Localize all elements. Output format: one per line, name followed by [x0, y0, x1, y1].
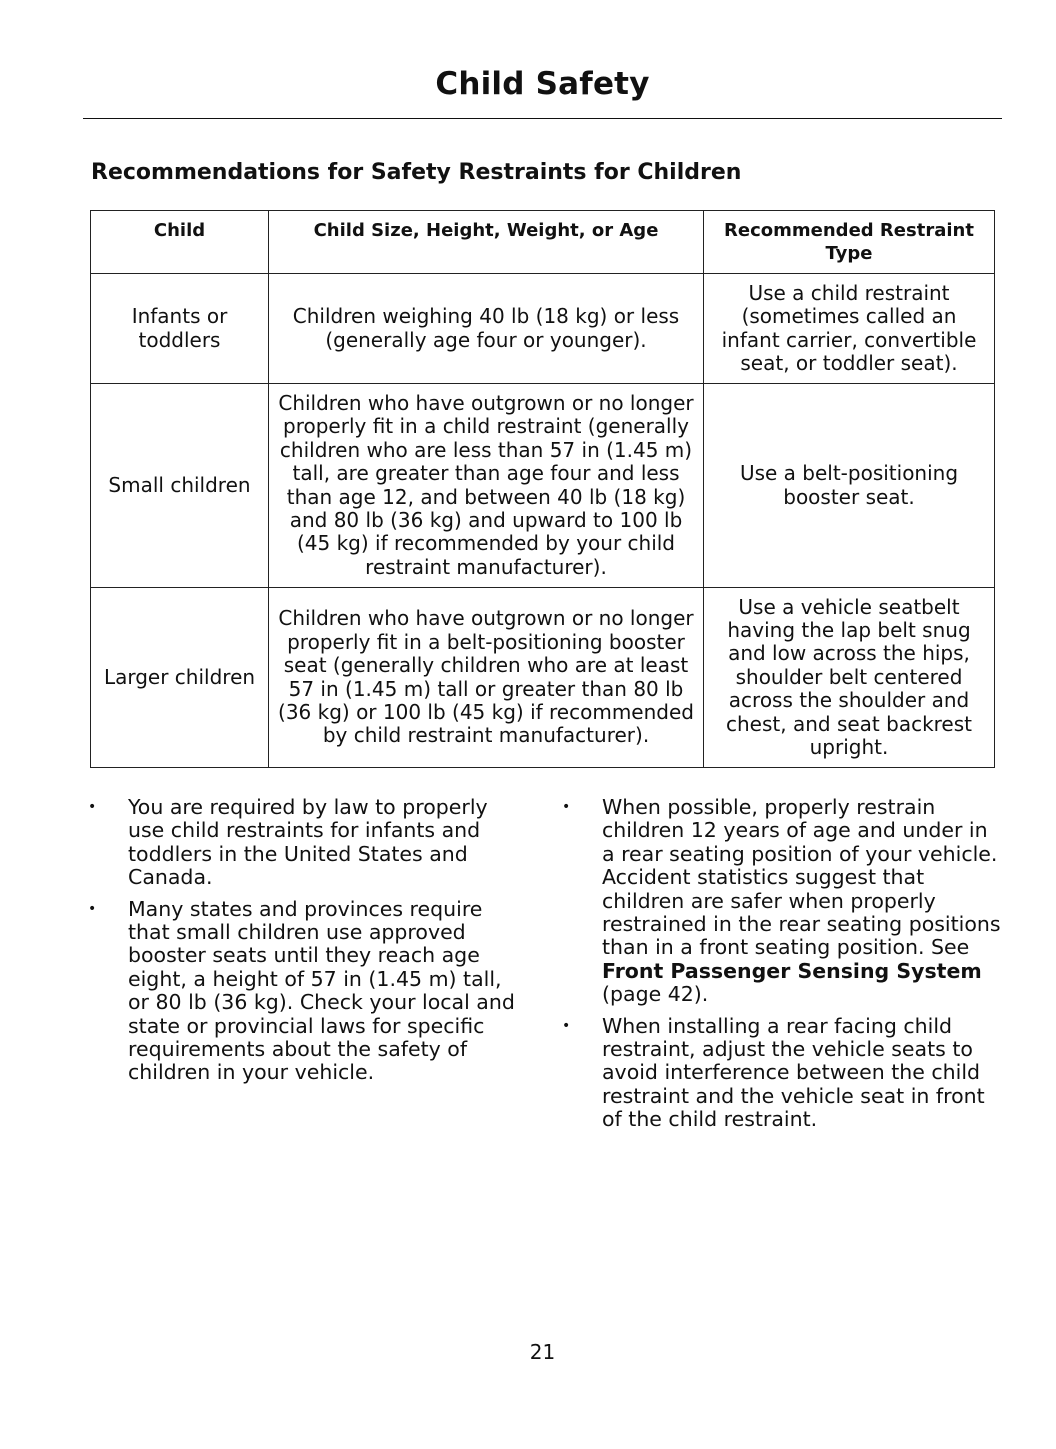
list-item: • When possible, properly restrain child…	[562, 795, 1002, 1007]
bullet-column-left: • You are required by law to properly us…	[88, 795, 528, 1093]
title-divider	[83, 118, 1002, 119]
bullet-icon: •	[562, 1017, 571, 1034]
section-heading: Recommendations for Safety Restraints fo…	[91, 160, 742, 185]
table-cell: Children who have outgrown or no longer …	[268, 383, 704, 588]
column-header: Child Size, Height, Weight, or Age	[268, 210, 704, 274]
bullet-column-right: • When possible, properly restrain child…	[562, 795, 1002, 1140]
list-item: • When installing a rear facing child re…	[562, 1013, 1002, 1132]
table-cell: Larger children	[90, 587, 269, 768]
column-header-text: Recommended Restraint Type	[724, 220, 974, 265]
table-row: Larger children Children who have outgro…	[90, 587, 995, 768]
page-number: 21	[529, 1340, 556, 1364]
bullet-icon: •	[562, 799, 571, 815]
table-cell: Use a child restraint (sometimes called …	[703, 273, 995, 384]
list-item-text: When installing a rear facing child rest…	[602, 1013, 985, 1132]
list-item-text: Many states and provinces require that s…	[128, 896, 515, 1085]
table-row: Small children Children who have outgrow…	[90, 383, 995, 588]
page-reference: (page 42).	[602, 982, 709, 1007]
list-item-text: You are required by law to properly use …	[128, 795, 488, 890]
table-cell: Small children	[90, 383, 269, 588]
restraint-recommendations-table: Child Child Size, Height, Weight, or Age…	[90, 210, 995, 768]
list-item: • You are required by law to properly us…	[88, 795, 528, 890]
table-cell: Children weighing 40 lb (18 kg) or less …	[268, 273, 704, 384]
cross-reference-link[interactable]: Front Passenger Sensing System	[602, 958, 982, 983]
list-item-text: When possible, properly restrain childre…	[602, 795, 1001, 960]
page-title: Child Safety	[435, 66, 650, 102]
table-cell: Infants or toddlers	[90, 273, 269, 384]
column-header: Child	[90, 210, 269, 274]
table-cell: Children who have outgrown or no longer …	[268, 587, 704, 768]
list-item: • Many states and provinces require that…	[88, 896, 528, 1085]
bullet-icon: •	[88, 900, 97, 917]
table-row: Infants or toddlers Children weighing 40…	[90, 273, 995, 384]
bullet-icon: •	[88, 799, 97, 815]
column-header: Recommended Restraint Type	[703, 210, 995, 274]
table-cell: Use a vehicle seatbelt having the lap be…	[703, 587, 995, 768]
table-cell: Use a belt-positioning booster seat.	[703, 383, 995, 588]
table-header-row: Child Child Size, Height, Weight, or Age…	[90, 210, 995, 274]
